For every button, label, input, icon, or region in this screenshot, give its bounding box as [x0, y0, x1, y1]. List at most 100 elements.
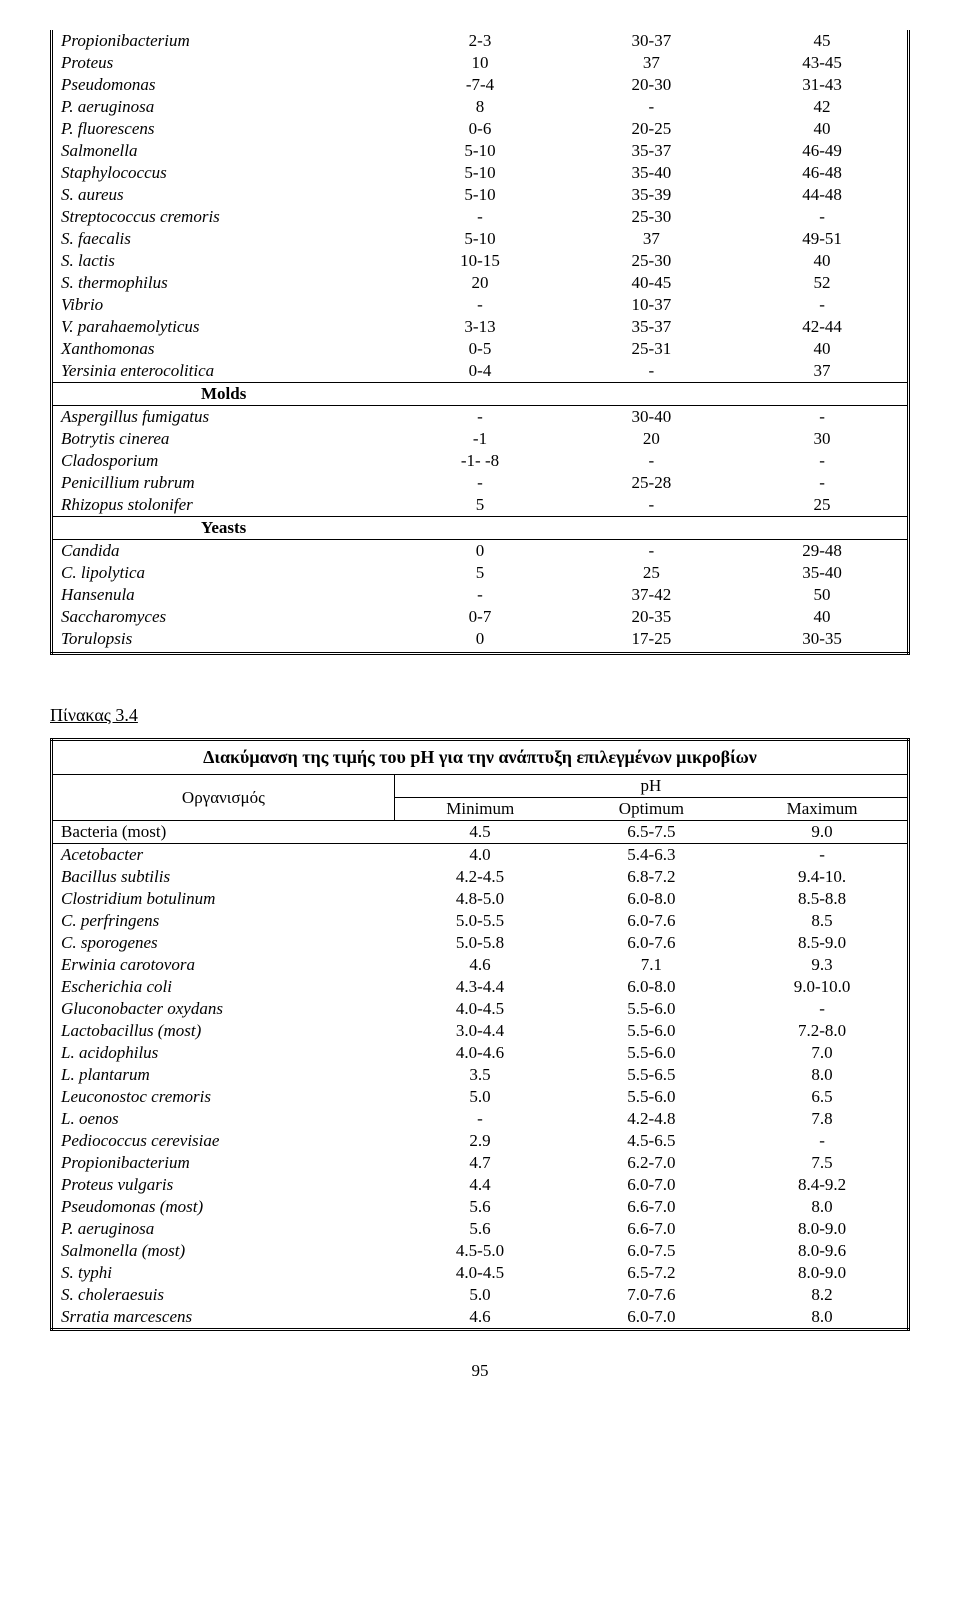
cell-value: -	[394, 294, 565, 316]
organism-name: Propionibacterium	[52, 1152, 395, 1174]
cell-min: 5.0	[394, 1086, 565, 1108]
section-header: Molds	[52, 383, 909, 406]
cell-value: 25-28	[566, 472, 737, 494]
cell-value: 17-25	[566, 628, 737, 654]
cell-min: 4.6	[394, 954, 565, 976]
cell-max: 9.0	[737, 821, 908, 844]
table-row: S. choleraesuis5.07.0-7.68.2	[52, 1284, 909, 1306]
cell-max: 9.3	[737, 954, 908, 976]
table-row: Escherichia coli4.3-4.46.0-8.09.0-10.0	[52, 976, 909, 998]
cell-max: 8.0	[737, 1196, 908, 1218]
cell-value: 20	[566, 428, 737, 450]
cell-value: 25-30	[566, 206, 737, 228]
cell-value: 37-42	[566, 584, 737, 606]
table-row: Salmonella (most)4.5-5.06.0-7.58.0-9.6	[52, 1240, 909, 1262]
cell-value: 10	[394, 52, 565, 74]
cell-min: 3.0-4.4	[394, 1020, 565, 1042]
cell-value: 42	[737, 96, 908, 118]
table-row: Saccharomyces0-720-3540	[52, 606, 909, 628]
cell-value: 5-10	[394, 140, 565, 162]
organism-name: Cladosporium	[52, 450, 395, 472]
cell-value: -	[566, 96, 737, 118]
cell-opt: 6.0-8.0	[566, 976, 737, 998]
cell-value: 50	[737, 584, 908, 606]
organism-name: Rhizopus stolonifer	[52, 494, 395, 517]
cell-value: 40-45	[566, 272, 737, 294]
cell-min: 4.5-5.0	[394, 1240, 565, 1262]
organism-name: P. aeruginosa	[52, 96, 395, 118]
cell-max: 8.0	[737, 1306, 908, 1330]
organism-name: Gluconobacter oxydans	[52, 998, 395, 1020]
table-row: Cladosporium-1- -8--	[52, 450, 909, 472]
cell-value: 35-37	[566, 316, 737, 338]
table-row: Propionibacterium4.76.2-7.07.5	[52, 1152, 909, 1174]
organism-name: Aspergillus fumigatus	[52, 406, 395, 429]
cell-min: 4.0	[394, 844, 565, 867]
organism-name: Acetobacter	[52, 844, 395, 867]
organism-name: Yersinia enterocolitica	[52, 360, 395, 383]
table-row: Pseudomonas (most)5.66.6-7.08.0	[52, 1196, 909, 1218]
cell-value: 29-48	[737, 540, 908, 563]
cell-value: 20-25	[566, 118, 737, 140]
cell-value: -	[737, 206, 908, 228]
cell-value: 25-30	[566, 250, 737, 272]
temperature-table: Propionibacterium2-330-3745Proteus103743…	[50, 30, 910, 655]
cell-value: 30-40	[566, 406, 737, 429]
organism-name: Penicillium rubrum	[52, 472, 395, 494]
table-caption: Πίνακας 3.4	[50, 705, 910, 726]
cell-min: 4.0-4.6	[394, 1042, 565, 1064]
table-row: Pediococcus cerevisiae2.94.5-6.5-	[52, 1130, 909, 1152]
organism-name: Streptococcus cremoris	[52, 206, 395, 228]
cell-value: 8	[394, 96, 565, 118]
cell-max: -	[737, 844, 908, 867]
cell-opt: 6.0-7.6	[566, 910, 737, 932]
cell-max: 8.5	[737, 910, 908, 932]
cell-opt: 6.2-7.0	[566, 1152, 737, 1174]
cell-value: 35-37	[566, 140, 737, 162]
cell-value: 10-37	[566, 294, 737, 316]
cell-opt: 5.5-6.0	[566, 1086, 737, 1108]
cell-value: 42-44	[737, 316, 908, 338]
cell-max: 9.4-10.	[737, 866, 908, 888]
cell-value: -	[566, 540, 737, 563]
cell-min: 4.6	[394, 1306, 565, 1330]
cell-value: -	[737, 450, 908, 472]
cell-min: 5.6	[394, 1196, 565, 1218]
section-header: Yeasts	[52, 517, 909, 540]
table-row: Lactobacillus (most)3.0-4.45.5-6.07.2-8.…	[52, 1020, 909, 1042]
cell-max: 8.0-9.0	[737, 1218, 908, 1240]
table-row: Propionibacterium2-330-3745	[52, 30, 909, 52]
table-row: C. sporogenes5.0-5.86.0-7.68.5-9.0	[52, 932, 909, 954]
cell-value: 5-10	[394, 162, 565, 184]
cell-value: 37	[566, 52, 737, 74]
cell-value: 5	[394, 562, 565, 584]
table-row: Pseudomonas-7-420-3031-43	[52, 74, 909, 96]
cell-max: 8.0-9.6	[737, 1240, 908, 1262]
cell-min: 4.5	[394, 821, 565, 844]
cell-value: 10-15	[394, 250, 565, 272]
cell-value: 40	[737, 338, 908, 360]
table-row: Clostridium botulinum4.8-5.06.0-8.08.5-8…	[52, 888, 909, 910]
table-row: Srratia marcescens4.66.0-7.08.0	[52, 1306, 909, 1330]
organism-name: Xanthomonas	[52, 338, 395, 360]
cell-value: -	[566, 360, 737, 383]
cell-value: 52	[737, 272, 908, 294]
organism-name: Botrytis cinerea	[52, 428, 395, 450]
organism-name: V. parahaemolyticus	[52, 316, 395, 338]
cell-value: 30-35	[737, 628, 908, 654]
table-row: Proteus103743-45	[52, 52, 909, 74]
cell-value: 5-10	[394, 228, 565, 250]
cell-value: 46-49	[737, 140, 908, 162]
cell-max: 8.4-9.2	[737, 1174, 908, 1196]
cell-min: 4.0-4.5	[394, 998, 565, 1020]
table-row: S. typhi4.0-4.56.5-7.28.0-9.0	[52, 1262, 909, 1284]
cell-value: 25-31	[566, 338, 737, 360]
cell-value: 0-6	[394, 118, 565, 140]
page-number: 95	[50, 1361, 910, 1381]
cell-value: -	[566, 494, 737, 517]
organism-name: C. perfringens	[52, 910, 395, 932]
cell-min: 4.8-5.0	[394, 888, 565, 910]
ph-table: Διακύμανση της τιμής του pH για την ανάπ…	[50, 738, 910, 1331]
organism-name: Salmonella	[52, 140, 395, 162]
organism-name: Torulopsis	[52, 628, 395, 654]
